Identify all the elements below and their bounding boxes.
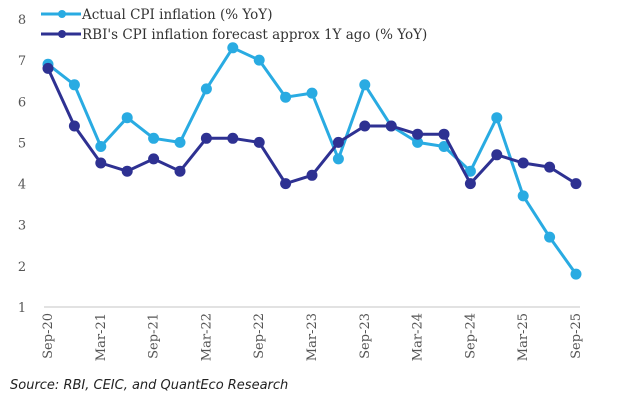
legend-label: Actual CPI inflation (% YoY) — [81, 7, 272, 23]
data-point — [121, 112, 133, 124]
data-point — [68, 120, 80, 132]
data-point — [174, 165, 186, 177]
data-point — [544, 161, 556, 173]
x-tick-label: Sep-22 — [252, 313, 267, 359]
y-tick-label: 7 — [18, 54, 26, 69]
x-tick-label: Sep-21 — [147, 313, 162, 359]
data-point — [200, 83, 212, 95]
data-point — [359, 79, 371, 91]
series-rbi-forecast — [42, 62, 582, 190]
data-point — [412, 136, 424, 148]
y-tick-label: 5 — [18, 136, 26, 151]
x-tick-label: Mar-21 — [94, 313, 109, 361]
data-point — [412, 128, 424, 140]
data-point — [280, 178, 292, 190]
legend-item: Actual CPI inflation (% YoY) — [41, 7, 272, 23]
data-point — [174, 136, 186, 148]
source-note: Source: RBI, CEIC, and QuantEco Research — [10, 378, 289, 393]
series-line — [47, 46, 578, 275]
data-point — [306, 169, 318, 181]
data-point — [280, 91, 292, 103]
series-layer — [42, 42, 582, 280]
data-point — [491, 112, 503, 124]
y-tick-label: 3 — [18, 219, 26, 234]
y-tick-label: 8 — [18, 13, 26, 28]
data-point — [148, 132, 160, 144]
data-point — [385, 120, 397, 132]
legend: Actual CPI inflation (% YoY) RBI's CPI in… — [41, 7, 427, 43]
data-point — [227, 42, 239, 54]
legend-label: RBI's CPI inflation forecast approx 1Y a… — [82, 27, 427, 43]
data-point — [544, 231, 556, 243]
x-axis-ticks: Sep-20 Mar-21 Sep-21 Mar-22 Sep-22 Mar-23 Sep-… — [41, 313, 584, 361]
data-point — [464, 178, 476, 190]
y-tick-label: 2 — [18, 260, 26, 275]
data-point — [148, 153, 160, 165]
y-axis-ticks: 1 2 3 4 5 6 7 8 — [18, 13, 26, 316]
data-point — [464, 165, 476, 177]
data-point — [253, 136, 265, 148]
x-tick-label: Sep-23 — [358, 313, 373, 359]
x-tick-label: Mar-23 — [305, 313, 320, 361]
x-tick-label: Mar-24 — [411, 313, 426, 361]
data-point — [491, 149, 503, 161]
x-tick-label: Sep-24 — [463, 313, 478, 359]
data-point — [517, 190, 529, 202]
cpi-inflation-chart: 1 2 3 4 5 6 7 8 Sep-20 Mar-21 Sep-21 Mar-22 Sep-22 M… — [18, 7, 584, 361]
data-point — [438, 141, 450, 152]
legend-marker — [58, 30, 66, 38]
data-point — [121, 165, 133, 177]
data-point — [95, 157, 107, 169]
y-tick-label: 4 — [18, 178, 26, 193]
data-point — [200, 132, 212, 144]
data-point — [570, 178, 582, 190]
data-point — [332, 136, 344, 148]
data-point — [95, 141, 107, 152]
data-point — [227, 132, 239, 144]
y-tick-label: 6 — [18, 95, 26, 110]
data-point — [253, 54, 265, 66]
data-point — [332, 153, 344, 165]
legend-marker — [58, 10, 66, 18]
y-tick-label: 1 — [18, 301, 26, 316]
data-point — [570, 268, 582, 280]
x-tick-label: Mar-22 — [199, 313, 214, 361]
x-tick-label: Mar-25 — [516, 313, 531, 361]
data-point — [42, 62, 54, 74]
data-point — [517, 157, 529, 169]
series-actual-cpi — [42, 42, 582, 280]
data-point — [306, 87, 318, 99]
x-tick-label: Sep-25 — [569, 313, 584, 359]
legend-item: RBI's CPI inflation forecast approx 1Y a… — [41, 27, 427, 43]
x-tick-label: Sep-20 — [41, 313, 56, 359]
data-point — [68, 79, 80, 91]
data-point — [359, 120, 371, 132]
data-point — [438, 128, 450, 140]
